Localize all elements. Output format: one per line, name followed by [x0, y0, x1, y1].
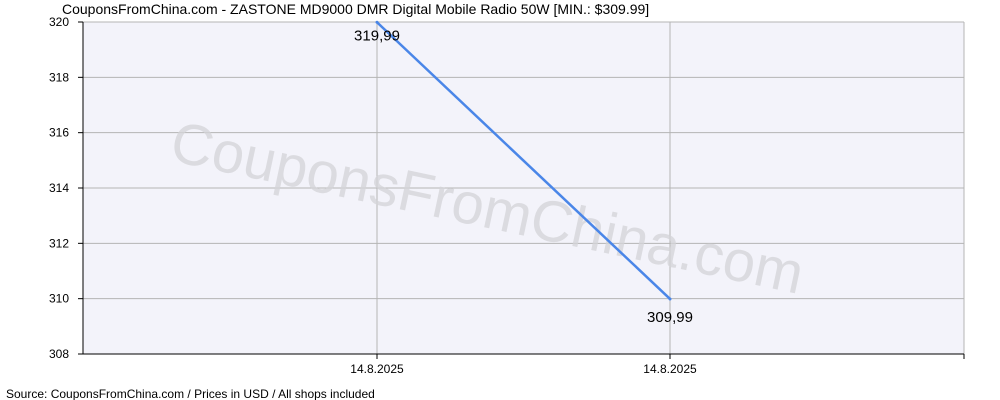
data-point — [375, 20, 379, 24]
data-point — [668, 297, 672, 301]
y-tick-label: 320 — [49, 15, 69, 29]
data-label: 309,99 — [647, 309, 693, 326]
x-tick-label: 14.8.2025 — [350, 362, 404, 376]
source-note: Source: CouponsFromChina.com / Prices in… — [6, 387, 375, 400]
y-tick-label: 318 — [49, 70, 69, 84]
x-tick-label: 14.8.2025 — [643, 362, 697, 376]
y-tick-label: 316 — [49, 126, 69, 140]
y-tick-label: 312 — [49, 236, 69, 250]
y-tick-label: 314 — [49, 181, 69, 195]
y-tick-label: 308 — [49, 347, 69, 361]
data-label: 319,99 — [354, 27, 400, 44]
tick-labels: 308 310 312 314 316 318 320 14.8.2025 14.8.2025 — [49, 15, 697, 376]
axes — [78, 21, 965, 359]
chart-title: CouponsFromChina.com - ZASTONE MD9000 DM… — [62, 1, 649, 17]
y-tick-label: 310 — [49, 292, 69, 306]
grid-lines — [83, 21, 965, 354]
data-labels: 319,99 309,99 — [354, 27, 693, 326]
series-line — [376, 21, 671, 300]
series-price — [375, 20, 672, 301]
